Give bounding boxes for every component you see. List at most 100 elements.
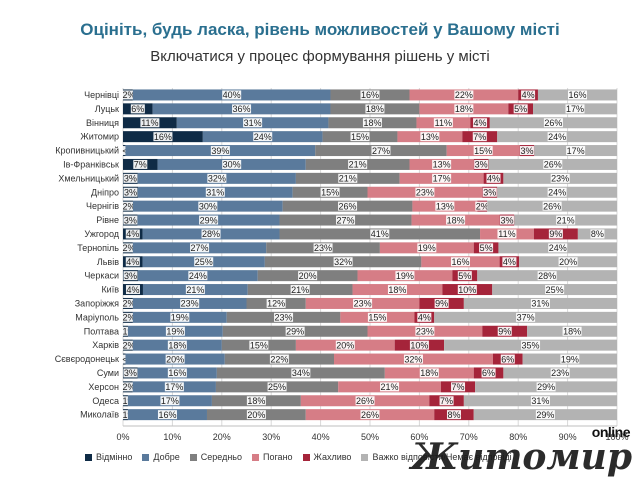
data-label-bg xyxy=(243,118,263,128)
data-label-bg xyxy=(434,298,449,308)
data-label: 23% xyxy=(416,187,434,197)
category-label: Вінниця xyxy=(86,118,119,128)
data-label: 16% xyxy=(154,132,172,142)
category-label: Київ xyxy=(101,285,119,295)
data-label-bg xyxy=(190,243,210,253)
data-label: 2% xyxy=(122,243,135,253)
data-label-bg xyxy=(446,215,466,225)
data-label-bg xyxy=(547,132,567,142)
data-label: 15% xyxy=(321,187,339,197)
data-label-bg xyxy=(123,187,138,197)
data-label: 18% xyxy=(366,104,384,114)
x-tick-label: 20% xyxy=(213,432,231,442)
data-label: 19% xyxy=(396,271,414,281)
data-label-bg xyxy=(566,146,586,156)
data-label: 17% xyxy=(567,146,585,156)
data-label-bg xyxy=(157,410,177,420)
data-label-bg xyxy=(222,90,242,100)
data-label-bg xyxy=(409,340,429,350)
data-label-bg xyxy=(232,104,252,114)
data-label: 3% xyxy=(124,215,137,225)
data-label-bg xyxy=(267,382,287,392)
data-label: 15% xyxy=(351,132,369,142)
data-label: 12% xyxy=(267,299,285,309)
data-label-bg xyxy=(543,118,563,128)
legend-swatch xyxy=(189,453,197,461)
data-label-bg xyxy=(274,312,294,322)
data-label: 18% xyxy=(447,215,465,225)
data-label: 18% xyxy=(563,326,581,336)
data-label: 2% xyxy=(122,201,135,211)
data-label: 2% xyxy=(122,313,135,323)
chart-title: Оцініть, будь ласка, рівень можливостей … xyxy=(80,20,560,39)
data-label-bg xyxy=(269,354,289,364)
data-label: 3% xyxy=(500,215,513,225)
data-label-bg xyxy=(246,410,266,420)
data-label: 23% xyxy=(314,243,332,253)
data-label-bg xyxy=(153,132,173,142)
data-label-bg xyxy=(550,368,570,378)
data-label: 36% xyxy=(233,104,251,114)
category-label: Полтава xyxy=(84,326,119,336)
data-label-bg xyxy=(432,173,452,183)
data-label-bg xyxy=(450,257,470,267)
x-tick-label: 30% xyxy=(262,432,280,442)
data-label-bg xyxy=(338,201,358,211)
data-label: 29% xyxy=(537,382,555,392)
data-label: 10% xyxy=(410,340,428,350)
data-label-bg xyxy=(454,104,474,114)
data-label: 11% xyxy=(435,118,452,128)
data-label-bg xyxy=(454,90,474,100)
legend-label: Середньо xyxy=(200,452,242,462)
data-label: 3% xyxy=(483,187,496,197)
data-label: 10% xyxy=(458,285,476,295)
data-label: 13% xyxy=(433,160,451,170)
data-label: 2% xyxy=(122,90,135,100)
data-label: 32% xyxy=(208,174,226,184)
data-label: 28% xyxy=(538,271,556,281)
data-label-bg xyxy=(122,243,136,253)
data-label: 2% xyxy=(476,201,489,211)
data-label-bg xyxy=(333,257,353,267)
legend-item: Жахливо xyxy=(302,452,351,462)
data-label-bg xyxy=(123,368,138,378)
data-label: 4% xyxy=(503,257,516,267)
data-label: 27% xyxy=(337,215,355,225)
data-label: 23% xyxy=(181,299,199,309)
data-label: 24% xyxy=(254,132,272,142)
data-label-bg xyxy=(165,354,185,364)
data-label: 13% xyxy=(436,201,454,211)
data-label: 18% xyxy=(168,340,186,350)
data-label: 4% xyxy=(522,90,535,100)
data-label-bg xyxy=(140,118,160,128)
data-label: 15% xyxy=(474,146,492,156)
data-label: 27% xyxy=(372,146,390,156)
data-label: 15% xyxy=(368,313,386,323)
data-label: 2% xyxy=(122,340,135,350)
data-label-bg xyxy=(521,340,541,350)
data-label: 8% xyxy=(447,410,460,420)
data-label: 22% xyxy=(270,354,288,364)
data-label: 21% xyxy=(339,174,357,184)
data-label: 29% xyxy=(536,410,554,420)
data-label: 31% xyxy=(531,299,549,309)
data-label-bg xyxy=(550,173,570,183)
data-label-bg xyxy=(122,340,136,350)
data-label-bg xyxy=(499,215,514,225)
data-label: 30% xyxy=(223,160,241,170)
data-label-bg xyxy=(122,201,136,211)
data-label-bg xyxy=(371,146,391,156)
data-label-bg xyxy=(560,354,580,364)
legend-label: Відмінно xyxy=(96,452,133,462)
legend-item: Погано xyxy=(252,452,293,462)
data-label-bg xyxy=(360,410,380,420)
data-label: 16% xyxy=(361,90,379,100)
data-label-bg xyxy=(473,146,493,156)
data-label-bg xyxy=(548,243,568,253)
category-label: Миколаїв xyxy=(80,410,119,420)
data-label-bg xyxy=(291,368,311,378)
data-label: 22% xyxy=(455,90,473,100)
category-label: Луцьк xyxy=(95,104,119,114)
data-label: 23% xyxy=(275,313,293,323)
data-label-bg xyxy=(122,312,136,322)
